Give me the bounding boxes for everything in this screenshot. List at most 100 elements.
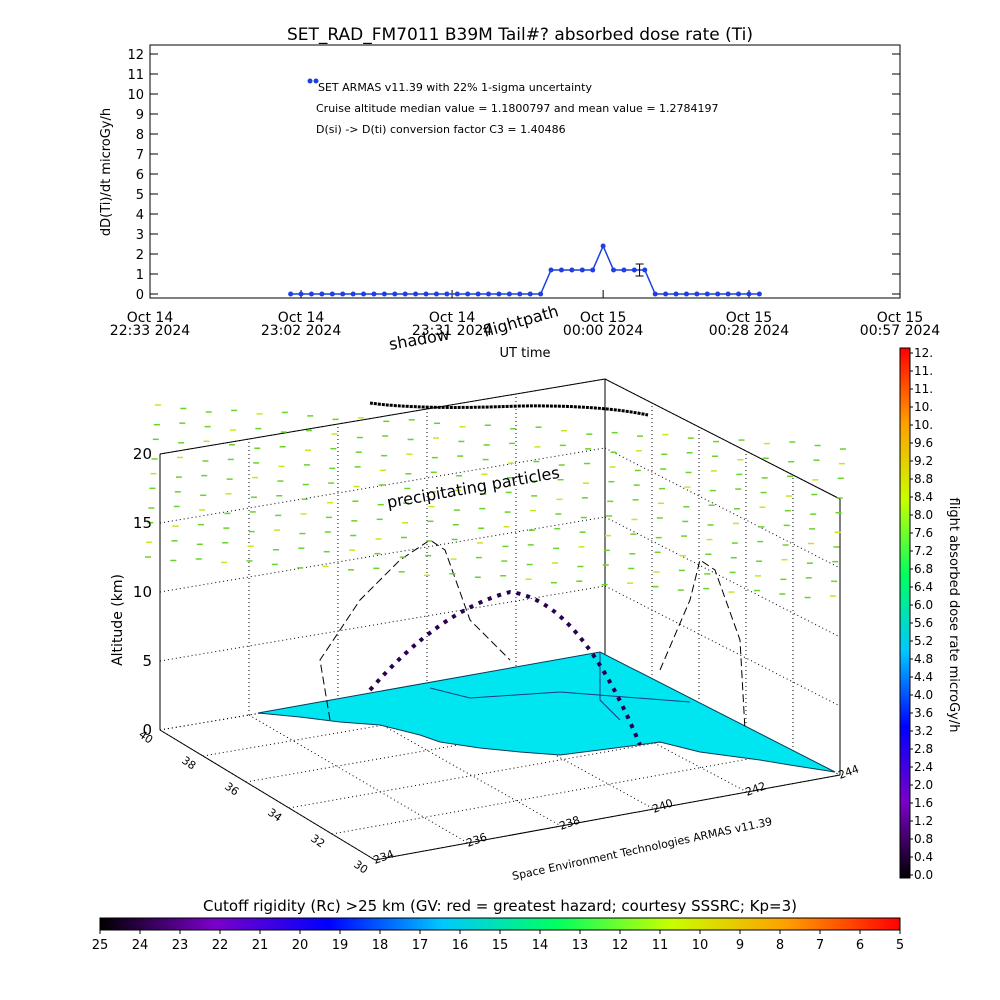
annotation: precipitating particles xyxy=(385,463,561,512)
data-point xyxy=(558,267,564,273)
colorbar-tick-label: 15 xyxy=(492,938,509,953)
colorbar-tick-label: 4.8 xyxy=(914,652,933,666)
particles xyxy=(145,404,846,599)
colorbar-tick-label: 8.4 xyxy=(914,490,933,504)
y-tick-label: 2 xyxy=(136,248,144,263)
data-point xyxy=(475,291,481,297)
data-point xyxy=(652,291,658,297)
data-point xyxy=(683,291,689,297)
y-tick-label: 10 xyxy=(127,88,144,103)
y-tick-label: 11 xyxy=(127,68,144,83)
colorbar-tick-label: 4.0 xyxy=(914,688,933,702)
data-point xyxy=(621,267,627,273)
legend-marker xyxy=(313,78,319,84)
lat-tick-label: 32 xyxy=(308,832,327,851)
grid-line xyxy=(374,774,841,861)
colorbar-tick-label: 1.6 xyxy=(914,796,933,810)
error-bar xyxy=(635,263,644,277)
data-point xyxy=(642,267,648,273)
colorbar-tick-label: 9.6 xyxy=(914,436,933,450)
y-tick-label: 6 xyxy=(136,168,144,183)
data-point xyxy=(413,291,419,297)
colorbar-tick-label: 8.8 xyxy=(914,472,933,486)
colorbar-tick-label: 10. xyxy=(914,400,933,414)
colorbar-tick-label: 18 xyxy=(372,938,389,953)
x-tick-label: Oct 15 00:28 2024 xyxy=(709,310,790,339)
colorbar-tick-label: 25 xyxy=(92,938,109,953)
data-point xyxy=(569,267,575,273)
colorbar-tick-label: 12. xyxy=(914,346,933,360)
colorbar-tick-label: 21 xyxy=(252,938,269,953)
colorbar-tick-label: 11. xyxy=(914,364,933,378)
data-point xyxy=(329,291,335,297)
colorbar-tick-label: 9.2 xyxy=(914,454,933,468)
lat-tick-label: 38 xyxy=(179,754,198,773)
data-point xyxy=(694,291,700,297)
lon-tick-label: 242 xyxy=(744,779,768,798)
z-tick-label: 20 xyxy=(133,445,152,463)
colorbar-tick-label: 1.2 xyxy=(914,814,933,828)
data-point xyxy=(704,291,710,297)
colorbar-tick-label: 2.4 xyxy=(914,760,933,774)
data-point xyxy=(433,291,439,297)
z-axis-label: Altitude (km) xyxy=(110,574,126,666)
colorbar-tick-label: 5.6 xyxy=(914,616,933,630)
data-point xyxy=(725,291,731,297)
colorbar-tick-label: 7.2 xyxy=(914,544,933,558)
colorbar-tick-label: 0.0 xyxy=(914,868,933,882)
colorbar xyxy=(99,917,901,931)
z-tick-label: 5 xyxy=(142,652,152,670)
grid-line xyxy=(604,516,841,638)
data-point xyxy=(423,291,429,297)
lat-tick-label: 34 xyxy=(265,806,284,825)
grid-line xyxy=(159,378,606,455)
data-point xyxy=(298,291,304,297)
colorbar-tick-label: 9 xyxy=(736,938,744,953)
grid-line xyxy=(159,585,606,662)
data-point xyxy=(746,291,752,297)
colorbar-tick-label: 2.8 xyxy=(914,742,933,756)
colorbar-tick-label: 4.4 xyxy=(914,670,933,684)
data-point xyxy=(631,267,637,273)
annotation: D(si) -> D(ti) conversion factor C3 = 1.… xyxy=(316,123,566,136)
land-shadow xyxy=(257,651,836,773)
data-point xyxy=(579,267,585,273)
y-tick-label: 0 xyxy=(136,288,144,303)
y-tick-label: 8 xyxy=(136,128,144,143)
colorbar-tick-label: 0.4 xyxy=(914,850,933,864)
plot-frame xyxy=(149,44,901,299)
x-axis-label: UT time xyxy=(500,346,551,361)
colorbar-tick-label: 0.8 xyxy=(914,832,933,846)
colorbar-tick-label: 3.2 xyxy=(914,724,933,738)
annotation: flightpath xyxy=(481,301,561,341)
colorbar-tick-label: 6.0 xyxy=(914,598,933,612)
y-tick-label: 4 xyxy=(136,208,144,223)
data-point xyxy=(371,291,377,297)
colorbar-tick-label: 8 xyxy=(776,938,784,953)
legend-label: SET ARMAS v11.39 with 22% 1-sigma uncert… xyxy=(318,81,592,94)
flight-path xyxy=(369,401,649,417)
lon-tick-label: 238 xyxy=(558,813,582,832)
z-tick-label: 15 xyxy=(133,514,152,532)
grid-line xyxy=(337,699,562,827)
annotation: Cruise altitude median value = 1.1800797… xyxy=(316,102,719,115)
data-point xyxy=(673,291,679,297)
colorbar-tick-label: 5.2 xyxy=(914,634,933,648)
x-tick-label: Oct 14 23:02 2024 xyxy=(261,310,342,339)
data-point xyxy=(392,291,398,297)
z-tick-label: 0 xyxy=(142,721,152,739)
axis-line xyxy=(159,729,376,861)
colorbar-tick-label: 11. xyxy=(914,382,933,396)
data-point xyxy=(538,291,544,297)
grid-line xyxy=(159,447,606,524)
x-tick-label: Oct 14 23:31 2024 xyxy=(412,310,493,339)
grid-line xyxy=(604,447,841,569)
lat-tick-label: 30 xyxy=(351,858,370,877)
data-point xyxy=(548,267,554,273)
data-point xyxy=(600,243,606,249)
colorbar-tick-label: 10. xyxy=(914,418,933,432)
shadow-path xyxy=(319,539,746,731)
grid-line xyxy=(288,726,747,809)
data-point xyxy=(381,291,387,297)
data-point xyxy=(465,291,471,297)
